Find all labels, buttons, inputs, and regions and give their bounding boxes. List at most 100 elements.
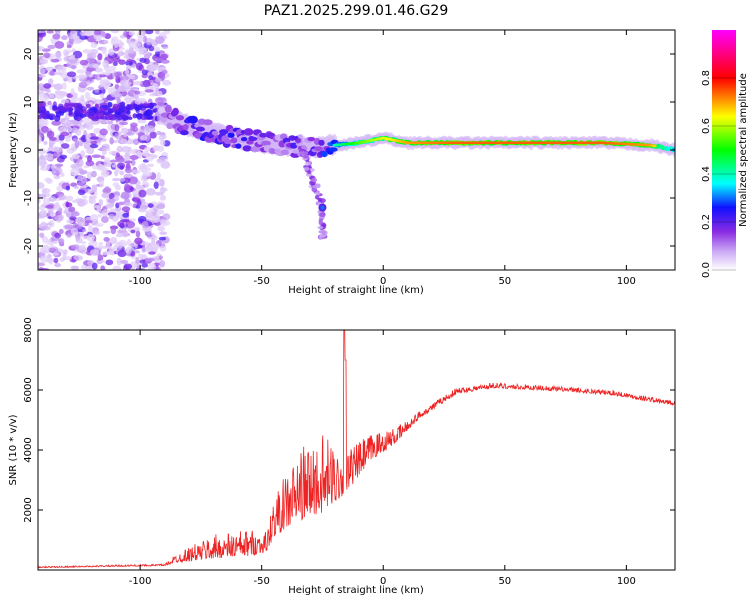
spectrogram-marks xyxy=(38,30,675,270)
noise-blob xyxy=(112,216,118,223)
branch-blob xyxy=(307,170,312,175)
noise-band-blob xyxy=(46,114,53,120)
noise-blob xyxy=(53,146,63,153)
colorbar-tick-label: 0.4 xyxy=(701,166,712,182)
noise-blob xyxy=(147,245,152,253)
noise-blob xyxy=(117,220,125,227)
noise-band-blob xyxy=(55,110,62,118)
noise-blob xyxy=(99,259,105,264)
noise-blob xyxy=(119,75,130,81)
noise-blob xyxy=(128,31,136,36)
noise-blob xyxy=(60,143,70,149)
trace-blob xyxy=(251,146,261,152)
trace-blob xyxy=(227,132,235,138)
noise-blob xyxy=(101,192,110,199)
trace-blob xyxy=(313,146,324,152)
x-tick-label: 50 xyxy=(498,276,511,287)
noise-blob xyxy=(154,77,162,83)
noise-blob xyxy=(38,197,41,204)
x-tick-label: -50 xyxy=(254,576,270,587)
noise-blob xyxy=(100,170,110,178)
noise-blob xyxy=(123,263,133,270)
noise-blob xyxy=(63,256,73,261)
noise-band-blob xyxy=(125,104,131,111)
noise-blob xyxy=(41,236,49,244)
noise-blob xyxy=(155,50,160,58)
trace-blob xyxy=(157,101,165,106)
noise-blob xyxy=(156,90,163,97)
noise-blob xyxy=(123,202,133,207)
snr-panel: -100 -50 0 50 100 2000 4000 6000 8000 Height of… xyxy=(8,317,676,596)
noise-blob xyxy=(59,154,68,160)
noise-blob xyxy=(154,57,164,62)
noise-band-blob xyxy=(149,109,154,115)
noise-blob xyxy=(117,249,127,258)
y-tick-label: 8000 xyxy=(23,317,34,342)
noise-blob xyxy=(52,252,59,256)
noise-blob xyxy=(64,137,71,142)
noise-blob xyxy=(78,81,88,89)
noise-blob xyxy=(118,43,125,47)
noise-blob xyxy=(86,52,93,57)
noise-blob xyxy=(131,197,140,202)
noise-blob xyxy=(85,216,92,221)
noise-blob xyxy=(38,182,45,189)
noise-blob xyxy=(46,222,53,226)
noise-blob xyxy=(120,138,128,144)
noise-blob xyxy=(116,156,125,163)
noise-blob xyxy=(151,237,156,246)
noise-blob xyxy=(160,160,171,169)
noise-blob xyxy=(110,91,120,98)
noise-blob xyxy=(130,229,136,234)
noise-blob xyxy=(72,40,82,45)
x-tick-label: 0 xyxy=(380,576,386,587)
branch-blob xyxy=(295,138,301,144)
noise-blob xyxy=(89,143,99,149)
noise-blob xyxy=(45,163,51,169)
noise-blob xyxy=(115,152,121,158)
noise-blob xyxy=(54,51,62,59)
noise-blob xyxy=(160,53,169,59)
noise-blob xyxy=(71,199,81,204)
noise-blob xyxy=(156,159,163,164)
noise-blob xyxy=(78,221,86,227)
noise-blob xyxy=(101,46,107,55)
noise-blob xyxy=(86,233,95,242)
noise-blob xyxy=(96,99,105,104)
trace-blob xyxy=(242,145,252,152)
noise-blob xyxy=(114,71,123,77)
noise-blob xyxy=(153,235,158,240)
noise-blob xyxy=(125,68,130,75)
noise-band-blob xyxy=(88,115,98,119)
branch-blob xyxy=(315,191,321,196)
noise-blob xyxy=(39,67,46,75)
noise-blob xyxy=(137,119,146,123)
noise-blob xyxy=(45,204,55,209)
noise-blob xyxy=(122,212,130,218)
noise-blob xyxy=(97,53,103,61)
noise-blob xyxy=(89,136,99,140)
noise-blob xyxy=(147,262,157,270)
noise-blob xyxy=(146,167,152,172)
trace-blob xyxy=(321,151,328,158)
noise-blob xyxy=(153,243,160,249)
noise-blob xyxy=(119,165,125,170)
noise-blob xyxy=(138,46,143,55)
noise-blob xyxy=(100,155,105,160)
noise-blob xyxy=(48,78,54,85)
trace-blob xyxy=(307,136,316,142)
noise-band-blob xyxy=(145,115,154,120)
noise-blob xyxy=(59,91,68,97)
noise-blob xyxy=(130,250,136,257)
noise-blob xyxy=(139,134,148,141)
noise-blob xyxy=(73,185,80,189)
noise-blob xyxy=(99,92,105,99)
noise-band-blob xyxy=(102,112,110,116)
noise-band-blob xyxy=(107,113,115,119)
noise-blob xyxy=(111,240,118,245)
x-tick-label: -100 xyxy=(129,576,152,587)
noise-band-blob xyxy=(76,104,83,110)
noise-band-blob xyxy=(88,108,93,114)
noise-blob xyxy=(128,176,138,185)
x-tick-label: 100 xyxy=(617,576,636,587)
